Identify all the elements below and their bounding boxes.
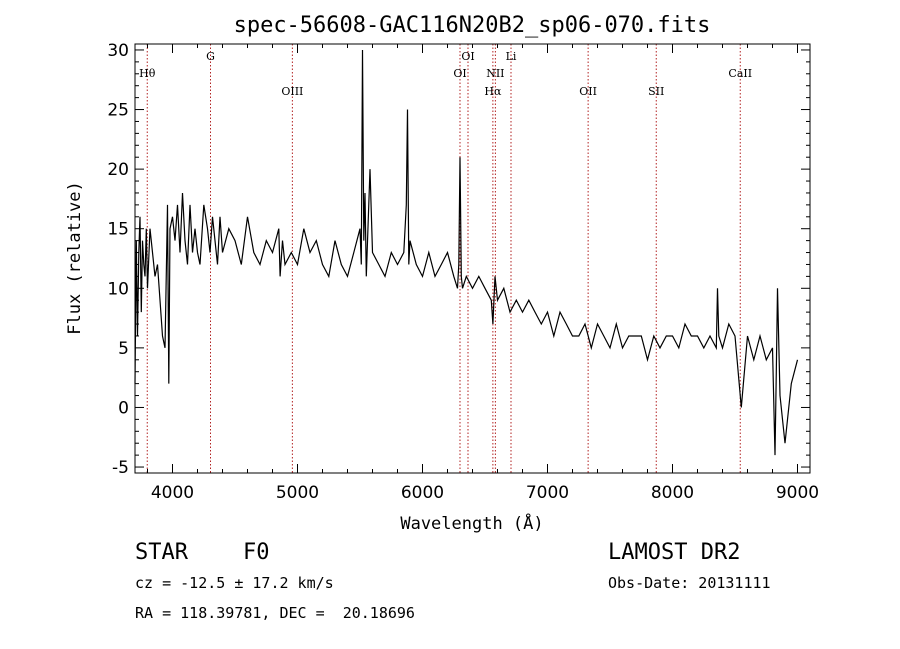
- spectral-subclass: F0: [243, 540, 270, 565]
- line-marker-label: OI: [453, 67, 466, 80]
- line-marker-label: G: [206, 50, 215, 63]
- line-marker-label: CaII: [728, 67, 752, 80]
- spectrum-line: [134, 49, 799, 456]
- chart-title: spec-56608-GAC116N20B2_sp06-070.fits: [234, 13, 711, 38]
- x-tick-label: 8000: [651, 483, 694, 503]
- line-marker-label: Hθ: [139, 67, 156, 80]
- y-tick-label: -5: [112, 458, 129, 478]
- y-tick-label: 20: [107, 160, 129, 180]
- line-marker-label: Hα: [484, 85, 502, 98]
- plot-frame: [134, 43, 811, 474]
- y-tick-label: 5: [118, 339, 129, 359]
- line-marker-label: OI: [461, 50, 474, 63]
- coordinates: RA = 118.39781, DEC = 20.18696: [135, 604, 415, 622]
- line-marker-label: Li: [506, 50, 517, 63]
- redshift-value: cz = -12.5 ± 17.2 km/s: [135, 574, 334, 592]
- x-tick-label: 5000: [276, 483, 319, 503]
- x-tick-label: 9000: [776, 483, 819, 503]
- line-marker-label: OII: [579, 85, 597, 98]
- x-axis-label: Wavelength (Å): [400, 512, 543, 534]
- y-tick-label: 0: [118, 398, 129, 418]
- y-tick-label: 30: [107, 41, 129, 61]
- y-tick-label: 25: [107, 101, 129, 121]
- line-marker-label: SII: [648, 85, 664, 98]
- observation-date: Obs-Date: 20131111: [608, 574, 771, 592]
- object-class: STAR: [135, 540, 188, 565]
- line-marker-label: NII: [486, 67, 504, 80]
- y-tick-label: 15: [107, 220, 129, 240]
- line-marker-label: OIII: [281, 85, 303, 98]
- x-tick-label: 4000: [151, 483, 194, 503]
- y-axis: -5 0 5 10 15 20 25 30: [107, 41, 810, 478]
- x-tick-label: 6000: [401, 483, 444, 503]
- survey-name: LAMOST DR2: [608, 540, 741, 565]
- x-tick-label: 7000: [526, 483, 569, 503]
- y-axis-label: Flux (relative): [65, 181, 85, 335]
- x-axis: 4000 5000 6000 7000 8000 9000: [147, 44, 819, 503]
- y-tick-label: 10: [107, 279, 129, 299]
